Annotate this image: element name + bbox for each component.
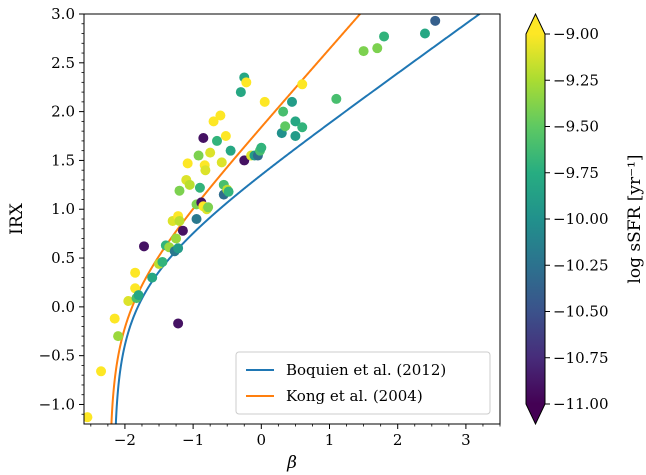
x-axis-ticks: −2 −1 0 1 2 3 [90, 424, 501, 449]
data-point [157, 256, 168, 267]
colorbar-tick-label: −9.00 [553, 25, 599, 43]
y-tick-label: 0.0 [51, 298, 75, 316]
data-point [290, 131, 301, 142]
y-tick-label: 3.0 [51, 5, 75, 23]
x-tick-label: 2 [393, 431, 403, 449]
data-point [379, 31, 390, 42]
data-point [256, 142, 267, 153]
data-point [133, 290, 144, 301]
legend-label-boquien: Boquien et al. (2012) [286, 361, 446, 379]
y-tick-label: −1.0 [39, 395, 75, 413]
data-point [259, 96, 270, 107]
colorbar-extend-top [526, 14, 545, 34]
colorbar-tick-label: −9.75 [553, 164, 599, 182]
colorbar-ticks: −9.00 −9.25 −9.50 −9.75 −10.00 −10.25 −10.50 −1… [545, 25, 609, 413]
data-point [130, 267, 141, 278]
data-point [191, 214, 202, 224]
data-point [211, 135, 222, 146]
data-point [430, 15, 441, 26]
data-point [203, 202, 214, 213]
y-tick-label: −0.5 [39, 347, 75, 365]
data-point [205, 147, 216, 158]
y-axis-ticks: −1.0 −0.5 0.0 0.5 1.0 1.5 2.0 2.5 3.0 [39, 5, 84, 415]
data-point [223, 186, 234, 197]
legend-box [235, 351, 491, 415]
data-point [194, 182, 205, 193]
colorbar-gradient [526, 34, 545, 404]
data-point [96, 366, 107, 377]
data-point [173, 318, 184, 329]
data-point [287, 96, 297, 107]
colorbar-tick-label: −9.50 [553, 118, 599, 136]
x-tick-label: 0 [257, 431, 267, 449]
x-tick-label: −2 [114, 431, 136, 449]
y-tick-label: 0.5 [51, 249, 75, 267]
data-point [174, 215, 185, 226]
y-tick-label: 1.5 [51, 151, 75, 169]
colorbar-extend-bottom [526, 404, 545, 424]
data-point [215, 110, 226, 121]
data-point [241, 77, 252, 88]
data-point [139, 241, 150, 252]
data-point [109, 313, 120, 324]
data-point [297, 122, 308, 133]
data-point [177, 225, 188, 236]
legend: Boquien et al. (2012) Kong et al. (2004) [235, 351, 491, 415]
colorbar-tick-label: −10.75 [553, 349, 609, 367]
data-point [173, 243, 184, 254]
x-tick-label: −1 [182, 431, 204, 449]
data-point [235, 87, 246, 98]
data-point [372, 43, 383, 54]
data-point [184, 179, 195, 190]
data-point [113, 331, 124, 342]
y-tick-label: 1.0 [51, 200, 75, 218]
colorbar-tick-label: −11.00 [553, 395, 609, 413]
y-tick-label: 2.0 [51, 103, 75, 121]
curve-kong2004 [110, 14, 362, 424]
data-point [278, 106, 289, 117]
colorbar-label: log sSFR [yr⁻¹] [625, 154, 645, 283]
x-tick-label: 1 [325, 431, 335, 449]
data-point [358, 46, 369, 57]
colorbar-tick-label: −9.25 [553, 71, 599, 89]
x-axis-label: β [286, 453, 297, 473]
data-point [331, 93, 342, 104]
data-point [225, 145, 236, 156]
data-point [200, 165, 211, 176]
data-point [171, 233, 182, 244]
colorbar-tick-label: −10.25 [553, 256, 609, 274]
colorbar-tick-label: −10.00 [553, 210, 609, 228]
legend-label-kong: Kong et al. (2004) [286, 387, 423, 405]
data-point [419, 28, 430, 39]
y-tick-label: 2.5 [51, 54, 75, 72]
data-points [84, 15, 441, 423]
data-point [297, 79, 308, 90]
colorbar-tick-label: −10.50 [553, 303, 609, 321]
data-point [280, 121, 291, 132]
data-point [290, 116, 301, 127]
data-point [84, 412, 93, 423]
y-axis-label: IRX [7, 202, 27, 235]
data-point [147, 272, 158, 283]
data-point [208, 116, 219, 127]
x-tick-label: 3 [461, 431, 471, 449]
data-point [220, 131, 231, 142]
data-point [123, 296, 134, 306]
data-point [216, 157, 227, 168]
data-point [193, 150, 204, 161]
colorbar: −9.00 −9.25 −9.50 −9.75 −10.00 −10.25 −10.50 −1… [525, 12, 645, 426]
data-point [174, 185, 185, 196]
data-point [198, 132, 209, 143]
data-point [182, 158, 193, 169]
